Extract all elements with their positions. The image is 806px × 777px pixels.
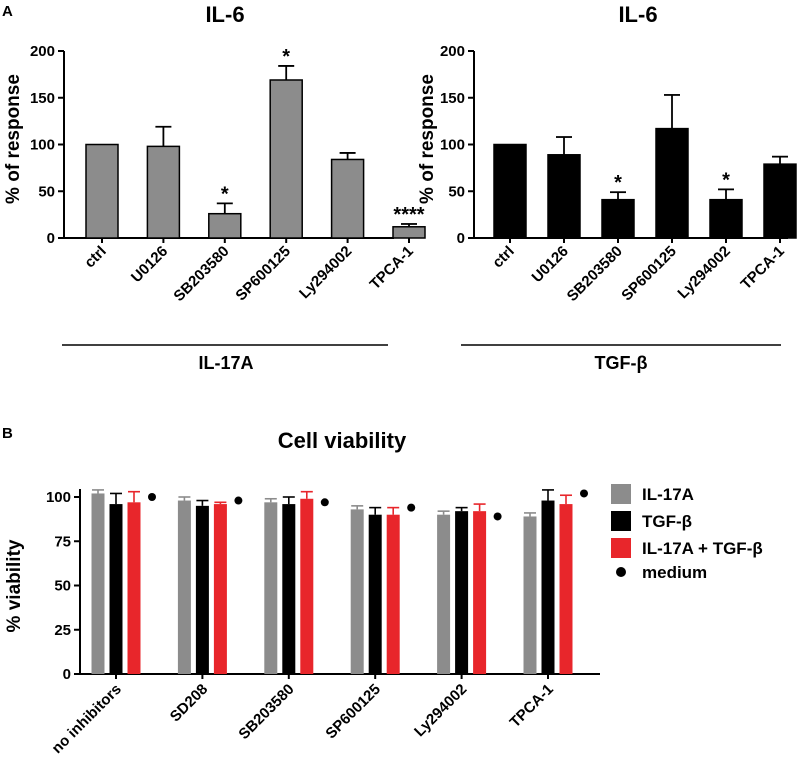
chart-c-category-label: TPCA-1 <box>507 681 557 731</box>
chart-b-bar <box>709 198 743 239</box>
chart-c-bar <box>350 509 364 674</box>
chart-c-bar <box>437 514 451 674</box>
chart-a-group-label: IL-17A <box>198 353 253 373</box>
chart-c-category-label: SP600125 <box>322 681 384 743</box>
legend-swatch <box>611 511 631 531</box>
chart-a-category-label: TPCA-1 <box>367 243 417 293</box>
chart-c-bar <box>386 514 400 674</box>
chart-a-category-label: SB203580 <box>170 243 232 305</box>
chart-a-category-label: Ly294002 <box>296 243 355 302</box>
chart-a-bar <box>392 226 426 239</box>
chart-c-bar <box>91 493 105 674</box>
chart-c-ytick-label: 25 <box>54 622 71 639</box>
legend-label: IL-17A <box>642 485 694 504</box>
chart-c-category-label: SB203580 <box>235 681 297 743</box>
chart-c-bar <box>368 514 382 674</box>
chart-b-ylabel: % of response <box>417 74 438 204</box>
chart-c-bar <box>177 500 191 674</box>
chart-a-category-label: U0126 <box>128 243 171 286</box>
chart-a-bar <box>208 212 242 239</box>
chart-c-medium-point <box>148 493 156 501</box>
chart-b-category-label: TPCA-1 <box>738 243 788 293</box>
chart-c-bar <box>523 516 537 674</box>
chart-c-bar <box>282 504 296 674</box>
chart-a-bar <box>269 79 303 239</box>
chart-b-category-label: SP600125 <box>618 243 680 305</box>
chart-b-significance: * <box>614 172 622 194</box>
chart-b-ytick-label: 200 <box>440 43 465 60</box>
chart-c-medium-point <box>407 503 416 512</box>
chart-c-medium-point <box>580 489 588 498</box>
chart-c-bar <box>109 504 123 674</box>
panel-letter-b: B <box>2 425 13 442</box>
chart-c-bar <box>300 498 314 674</box>
chart-a-category-label: ctrl <box>81 243 110 272</box>
chart-a-significance: * <box>221 183 229 205</box>
chart-a-bar <box>85 143 119 239</box>
legend-swatch <box>611 484 631 504</box>
chart-c-ytick-label: 75 <box>54 533 71 550</box>
legend-label: IL-17A + TGF-β <box>642 539 763 558</box>
chart-cell-viability: Cell viability % viability 0 25 50 75 100 no … <box>4 428 600 757</box>
chart-a-title: IL-6 <box>205 2 244 27</box>
chart-c-bar <box>455 511 469 674</box>
chart-c-ytick-label: 100 <box>46 489 71 506</box>
chart-c-category-label: Ly294002 <box>411 681 470 740</box>
chart-b-ytick-label: 150 <box>440 90 465 107</box>
chart-c-category-label: no inhibitors <box>49 681 125 757</box>
chart-a-significance: **** <box>393 204 424 226</box>
chart-c-bar <box>541 500 555 674</box>
chart-il6-il17a: IL-6 % of response IL-17A 0 50 100 150 200 ct… <box>3 2 426 373</box>
chart-c-bar <box>559 504 573 674</box>
chart-il6-tgfb: IL-6 % of response TGF-β 0 50 100 150 200 ctr… <box>417 2 797 373</box>
chart-a-ytick-label: 200 <box>30 43 55 60</box>
chart-a-ytick-label: 150 <box>30 90 55 107</box>
chart-a-ytick-label: 0 <box>47 230 55 247</box>
chart-b-category-label: ctrl <box>489 243 518 272</box>
chart-b-title: IL-6 <box>618 2 657 27</box>
chart-b-bar <box>763 163 797 239</box>
chart-a-ytick-label: 50 <box>38 183 55 200</box>
chart-a-bar <box>146 145 181 239</box>
chart-a-significance: * <box>282 46 290 68</box>
chart-c-ytick-label: 50 <box>54 578 71 595</box>
chart-a-category-label: SP600125 <box>232 243 294 305</box>
chart-b-bar <box>547 154 581 239</box>
chart-c-ytick-label: 0 <box>63 666 71 683</box>
chart-c-bar <box>264 502 278 674</box>
panel-letter-a: A <box>2 3 13 20</box>
chart-b-bar <box>601 198 635 239</box>
chart-b-ytick-label: 0 <box>457 230 465 247</box>
chart-b-category-label: SB203580 <box>564 243 626 305</box>
chart-c-medium-point <box>234 496 243 505</box>
chart-b-group-label: TGF-β <box>595 353 648 373</box>
chart-b-bar <box>655 127 689 239</box>
chart-a-bar <box>330 158 365 239</box>
legend-label: TGF-β <box>642 512 692 531</box>
chart-b-category-label: Ly294002 <box>674 243 733 302</box>
legend-label: medium <box>642 563 707 582</box>
chart-c-bar <box>195 505 209 674</box>
chart-c-bar <box>127 502 141 674</box>
chart-c-bar <box>473 511 487 674</box>
chart-c-ylabel: % viability <box>4 539 25 632</box>
chart-a-ytick-label: 100 <box>30 137 55 154</box>
chart-b-significance: * <box>722 169 730 191</box>
chart-b-ytick-label: 50 <box>448 183 465 200</box>
chart-c-legend: IL-17A TGF-β IL-17A + TGF-β medium <box>611 484 763 582</box>
chart-b-ytick-label: 100 <box>440 137 465 154</box>
chart-c-medium-point <box>493 512 502 521</box>
chart-b-category-label: U0126 <box>529 243 572 286</box>
chart-c-medium-point <box>320 498 329 507</box>
legend-swatch <box>611 538 631 558</box>
chart-a-ylabel: % of response <box>3 74 24 204</box>
legend-medium-marker <box>616 567 626 577</box>
chart-c-title: Cell viability <box>278 428 407 453</box>
chart-c-bar <box>213 504 227 674</box>
chart-b-bar <box>493 143 527 239</box>
chart-c-category-label: SD208 <box>167 681 211 725</box>
